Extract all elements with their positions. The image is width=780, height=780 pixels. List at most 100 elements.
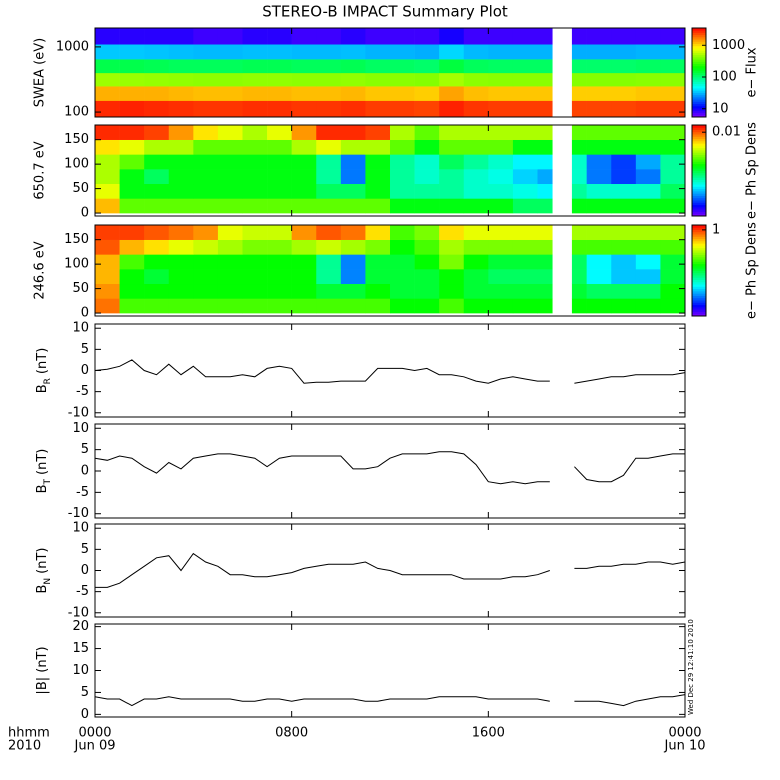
heatmap-cell <box>340 86 366 101</box>
heatmap-cell <box>217 44 243 60</box>
heatmap-cell <box>586 154 612 170</box>
y-tick-label: 100 <box>64 157 89 172</box>
heatmap-cell <box>316 239 342 255</box>
colorbar-strip <box>692 309 706 312</box>
heatmap-cell <box>611 72 637 87</box>
heatmap-cell <box>512 269 538 285</box>
y-tick-label: 5 <box>81 685 89 700</box>
heatmap-cell <box>291 28 317 45</box>
heatmap-cell <box>217 86 243 101</box>
heatmap-cell <box>463 239 489 255</box>
heatmap-cell <box>571 28 587 45</box>
heatmap-cell <box>168 254 194 270</box>
colorbar-strip <box>692 83 706 87</box>
heatmap-cell <box>439 44 465 60</box>
colorbar-strip <box>692 163 706 167</box>
heatmap-cell <box>414 44 440 60</box>
heatmap-cell <box>340 44 366 60</box>
colorbar-strip <box>692 268 706 271</box>
heatmap-cell <box>168 239 194 255</box>
colorbar-strip <box>692 211 706 215</box>
heatmap-cell <box>611 225 637 240</box>
heatmap-cell <box>439 254 465 270</box>
y-tick-label: 0 <box>81 306 89 321</box>
x-axis-label: 2010 <box>8 739 41 754</box>
heatmap-cell <box>488 198 514 214</box>
colorbar-strip <box>692 74 706 78</box>
heatmap-cell <box>463 139 489 155</box>
heatmap-cell <box>611 298 637 314</box>
heatmap-cell <box>390 225 415 240</box>
heatmap-cell <box>463 269 489 285</box>
heatmap-cell <box>512 100 538 118</box>
panel-frame <box>94 523 686 618</box>
heatmap-cell <box>168 125 194 140</box>
heatmap-cell <box>635 100 661 118</box>
heatmap-cell <box>291 169 317 185</box>
heatmap-cell <box>414 225 440 240</box>
heatmap-cell <box>267 125 292 140</box>
heatmap-cell <box>168 28 194 45</box>
y-tick-label: 0 <box>81 563 89 578</box>
heatmap-cell <box>660 44 686 60</box>
y-tick-label: -5 <box>76 384 89 399</box>
heatmap-cell <box>414 254 440 270</box>
heatmap-cell <box>267 183 292 199</box>
colorbar-strip <box>692 259 706 262</box>
heatmap-cell <box>390 125 415 140</box>
y-tick-label: -5 <box>76 485 89 500</box>
heatmap-cell <box>119 298 145 314</box>
panel-frame <box>94 224 686 317</box>
y-label-base: B <box>35 384 50 393</box>
heatmap-cell <box>193 298 219 314</box>
heatmap-cell <box>242 28 268 45</box>
heatmap-cell <box>119 198 145 214</box>
colorbar-strip <box>692 65 706 69</box>
heatmap-cell <box>439 269 465 285</box>
heatmap-cell <box>537 298 553 314</box>
heatmap-cell <box>660 100 686 118</box>
colorbar-strip <box>692 179 706 183</box>
heatmap-cell <box>95 125 120 140</box>
heatmap-cell <box>144 28 170 45</box>
heatmap-cell <box>168 139 194 155</box>
heatmap-cell <box>611 269 637 285</box>
heatmap-cell <box>242 239 268 255</box>
heatmap-cell <box>390 198 415 214</box>
heatmap-cell <box>242 100 268 118</box>
heatmap-cell <box>439 225 465 240</box>
heatmap-cell <box>512 254 538 270</box>
heatmap-cell <box>463 254 489 270</box>
y-axis-label: 650.7 eV <box>33 141 48 199</box>
heatmap-cell <box>571 139 587 155</box>
heatmap-cell <box>488 239 514 255</box>
heatmap-cell <box>119 269 145 285</box>
y-tick-label: 150 <box>64 132 89 147</box>
heatmap-cell <box>267 154 292 170</box>
heatmap-cell <box>390 254 415 270</box>
heatmap-cell <box>193 154 219 170</box>
heatmap-cell <box>390 239 415 255</box>
heatmap-cell <box>144 125 170 140</box>
heatmap-cell <box>217 72 243 87</box>
colorbar-label: e− Ph Sp Dens <box>745 122 760 219</box>
data-line <box>94 451 685 485</box>
colorbar-strip <box>692 170 706 174</box>
heatmap-cell <box>242 198 268 214</box>
y-tick-label: 1000 <box>56 39 89 54</box>
heatmap-cell <box>144 254 170 270</box>
heatmap-cell <box>365 225 391 240</box>
heatmap-cell <box>439 198 465 214</box>
heatmap-cell <box>340 269 366 285</box>
heatmap-cell <box>95 154 120 170</box>
heatmap-cell <box>414 154 440 170</box>
heatmap-cell <box>316 72 342 87</box>
heatmap-cell <box>463 100 489 118</box>
heatmap-cell <box>512 72 538 87</box>
colorbar-strip <box>692 136 706 140</box>
heatmap-cell <box>660 154 686 170</box>
x-axis-label: hhmm <box>8 726 50 741</box>
colorbar-strip <box>692 92 706 96</box>
heatmap-cell <box>586 169 612 185</box>
